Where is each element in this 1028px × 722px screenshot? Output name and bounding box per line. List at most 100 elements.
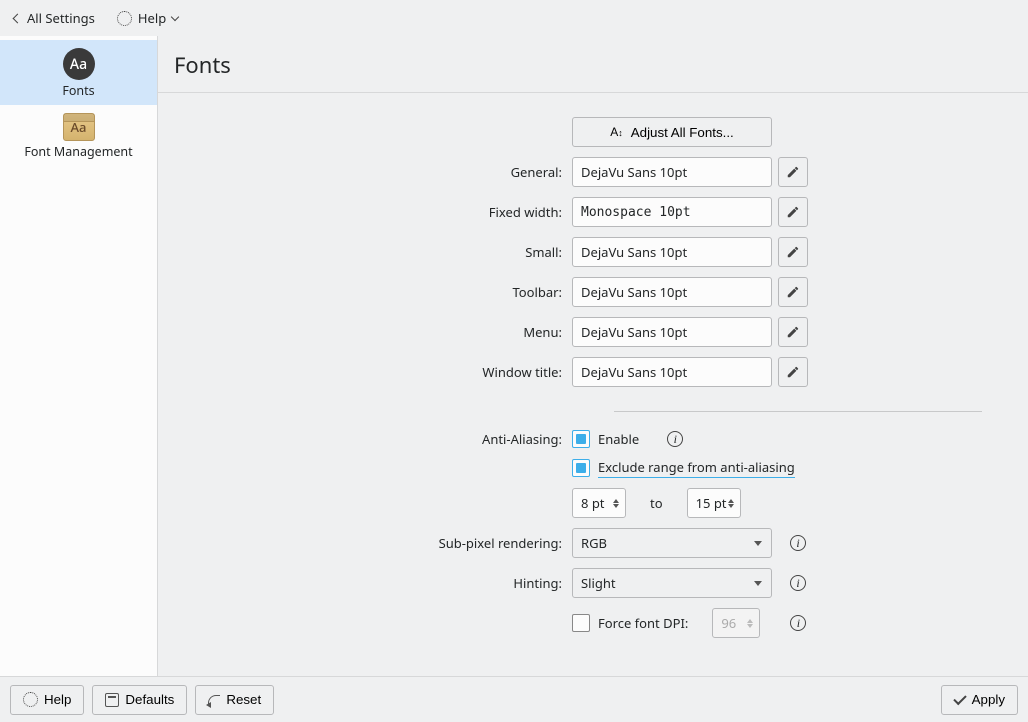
reset-button[interactable]: Reset: [195, 685, 274, 715]
exclude-to-value: 15 pt: [696, 494, 727, 512]
exclude-range-label: Exclude range from anti-aliasing: [598, 458, 795, 478]
anti-aliasing-label: Anti-Aliasing:: [204, 430, 572, 448]
sidebar: Aa Fonts Aa Font Management: [0, 36, 158, 676]
exclude-from-value: 8 pt: [581, 494, 605, 512]
font-row: Toolbar: DejaVu Sans 10pt: [204, 277, 982, 307]
subpixel-row: Sub-pixel rendering: RGB i: [204, 528, 982, 558]
info-icon[interactable]: i: [790, 615, 806, 631]
font-value: DejaVu Sans 10pt: [581, 323, 687, 341]
form-area: A↕ Adjust All Fonts... General: DejaVu Sa…: [158, 93, 1028, 676]
adjust-all-label: Adjust All Fonts...: [631, 125, 734, 140]
sidebar-item-fonts[interactable]: Aa Fonts: [0, 40, 157, 105]
fonts-icon: Aa: [63, 48, 95, 80]
font-value: DejaVu Sans 10pt: [581, 283, 687, 301]
force-dpi-spin: 96: [712, 608, 760, 638]
font-row: Small: DejaVu Sans 10pt: [204, 237, 982, 267]
anti-aliasing-row: Anti-Aliasing: Enable i: [204, 430, 982, 448]
defaults-icon: [105, 693, 119, 707]
sidebar-item-font-management[interactable]: Aa Font Management: [0, 105, 157, 166]
checkmark-icon: [953, 691, 966, 704]
defaults-button[interactable]: Defaults: [92, 685, 187, 715]
help-menu-label: Help: [138, 9, 166, 27]
edit-font-button[interactable]: [778, 357, 808, 387]
to-label: to: [650, 494, 663, 512]
font-management-icon: Aa: [63, 113, 95, 141]
force-dpi-label: Force font DPI:: [598, 614, 688, 632]
sidebar-item-label: Font Management: [24, 143, 132, 160]
font-row: Menu: DejaVu Sans 10pt: [204, 317, 982, 347]
font-value: DejaVu Sans 10pt: [581, 363, 687, 381]
font-size-icon: A↕: [610, 125, 623, 139]
reset-label: Reset: [226, 692, 261, 707]
info-icon[interactable]: i: [790, 575, 806, 591]
font-value-field[interactable]: DejaVu Sans 10pt: [572, 317, 772, 347]
font-value-field[interactable]: DejaVu Sans 10pt: [572, 157, 772, 187]
anti-aliasing-enable-checkbox[interactable]: [572, 430, 590, 448]
edit-font-button[interactable]: [778, 197, 808, 227]
subpixel-select[interactable]: RGB: [572, 528, 772, 558]
help-ring-icon: [117, 11, 132, 26]
font-value: DejaVu Sans 10pt: [581, 163, 687, 181]
divider: [614, 411, 982, 412]
select-arrow-icon: [753, 576, 763, 590]
chevron-left-icon: [13, 13, 23, 23]
font-value: Monospace 10pt: [581, 205, 691, 220]
help-label: Help: [44, 692, 71, 707]
defaults-label: Defaults: [125, 692, 174, 707]
adjust-all-fonts-button[interactable]: A↕ Adjust All Fonts...: [572, 117, 772, 147]
font-row-label: Window title:: [204, 363, 572, 381]
edit-font-button[interactable]: [778, 317, 808, 347]
font-row: Fixed width: Monospace 10pt: [204, 197, 982, 227]
exclude-range-values-row: 8 pt to 15 pt: [204, 488, 982, 518]
apply-button[interactable]: Apply: [941, 685, 1018, 715]
enable-label: Enable: [598, 430, 639, 448]
exclude-range-row: Exclude range from anti-aliasing: [204, 458, 982, 478]
font-value-field[interactable]: DejaVu Sans 10pt: [572, 277, 772, 307]
exclude-from-spin[interactable]: 8 pt: [572, 488, 626, 518]
help-menu-button[interactable]: Help: [111, 5, 184, 31]
font-row-label: Small:: [204, 243, 572, 261]
select-arrow-icon: [753, 536, 763, 550]
font-row-label: General:: [204, 163, 572, 181]
exclude-to-spin[interactable]: 15 pt: [687, 488, 741, 518]
sidebar-item-label: Fonts: [62, 82, 94, 99]
edit-font-button[interactable]: [778, 237, 808, 267]
hinting-value: Slight: [581, 574, 616, 592]
top-toolbar: All Settings Help: [0, 0, 1028, 36]
edit-font-button[interactable]: [778, 157, 808, 187]
font-value: DejaVu Sans 10pt: [581, 243, 687, 261]
edit-font-button[interactable]: [778, 277, 808, 307]
content: Fonts A↕ Adjust All Fonts... General: Dej…: [158, 36, 1028, 676]
spin-arrows-icon: [728, 499, 734, 508]
adjust-all-row: A↕ Adjust All Fonts...: [204, 117, 982, 147]
force-dpi-value: 96: [721, 614, 736, 632]
page-title: Fonts: [174, 50, 1012, 80]
all-settings-label: All Settings: [27, 9, 95, 27]
font-row-label: Menu:: [204, 323, 572, 341]
all-settings-button[interactable]: All Settings: [8, 5, 101, 31]
font-row-label: Fixed width:: [204, 203, 572, 221]
spin-arrows-icon: [747, 619, 753, 628]
info-icon[interactable]: i: [790, 535, 806, 551]
spin-arrows-icon: [613, 499, 619, 508]
font-value-field[interactable]: DejaVu Sans 10pt: [572, 237, 772, 267]
font-row: Window title: DejaVu Sans 10pt: [204, 357, 982, 387]
page-header: Fonts: [158, 36, 1028, 93]
footer: Help Defaults Reset Apply: [0, 676, 1028, 722]
help-ring-icon: [23, 692, 38, 707]
hinting-label: Hinting:: [204, 574, 572, 592]
force-dpi-checkbox[interactable]: [572, 614, 590, 632]
subpixel-value: RGB: [581, 534, 607, 552]
font-value-field[interactable]: DejaVu Sans 10pt: [572, 357, 772, 387]
exclude-range-checkbox[interactable]: [572, 459, 590, 477]
undo-icon: [208, 695, 220, 705]
help-button[interactable]: Help: [10, 685, 84, 715]
hinting-row: Hinting: Slight i: [204, 568, 982, 598]
info-icon[interactable]: i: [667, 431, 683, 447]
hinting-select[interactable]: Slight: [572, 568, 772, 598]
main-row: Aa Fonts Aa Font Management Fonts A↕ Adj…: [0, 36, 1028, 676]
subpixel-label: Sub-pixel rendering:: [204, 534, 572, 552]
apply-label: Apply: [972, 692, 1005, 707]
font-row-label: Toolbar:: [204, 283, 572, 301]
font-value-field[interactable]: Monospace 10pt: [572, 197, 772, 227]
